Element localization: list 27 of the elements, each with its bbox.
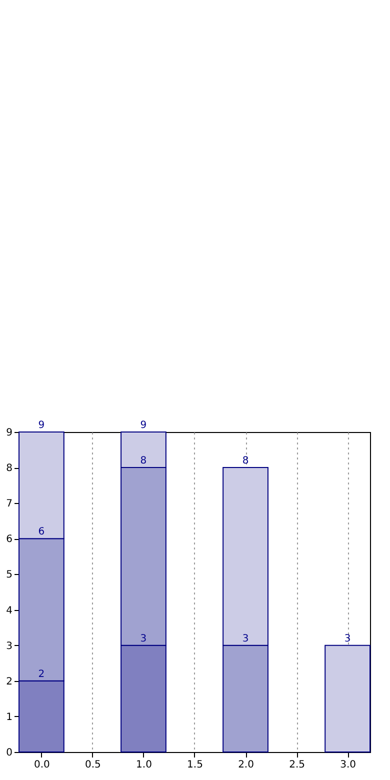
x-tick-label: 2.5 [289, 760, 305, 770]
annotation: 9 [38, 420, 45, 431]
y-tick-label: 6 [6, 534, 12, 546]
annotation: 8 [140, 456, 147, 467]
y-tick-label: 2 [6, 676, 12, 688]
x-tick-label: 2.0 [238, 760, 254, 770]
bar [324, 644, 370, 752]
y-tick-label: 9 [6, 428, 12, 438]
x-tick-label: 3.0 [340, 760, 356, 770]
y-tick-label: 3 [6, 640, 12, 652]
x-tick-label: 0.5 [85, 760, 101, 770]
data-label: 3 [140, 633, 147, 644]
x-tick-label: 0.0 [34, 760, 50, 770]
y-tick-label: 1 [6, 712, 12, 723]
y-tick-label: 8 [6, 463, 12, 474]
x-tick-label: 1.5 [187, 760, 203, 770]
x-tick-label: 1.0 [136, 760, 152, 770]
data-label: 2 [38, 668, 45, 680]
y-tick-label: 5 [6, 570, 12, 581]
annotation: 8 [242, 456, 249, 467]
y-tick-label: 0 [6, 748, 12, 758]
annotation: 6 [38, 526, 45, 538]
annotation: 3 [242, 633, 249, 644]
annotation: 9 [140, 420, 147, 431]
y-tick-label: 7 [6, 498, 12, 510]
data-label: 3 [344, 633, 351, 644]
y-tick-label: 4 [6, 605, 12, 616]
